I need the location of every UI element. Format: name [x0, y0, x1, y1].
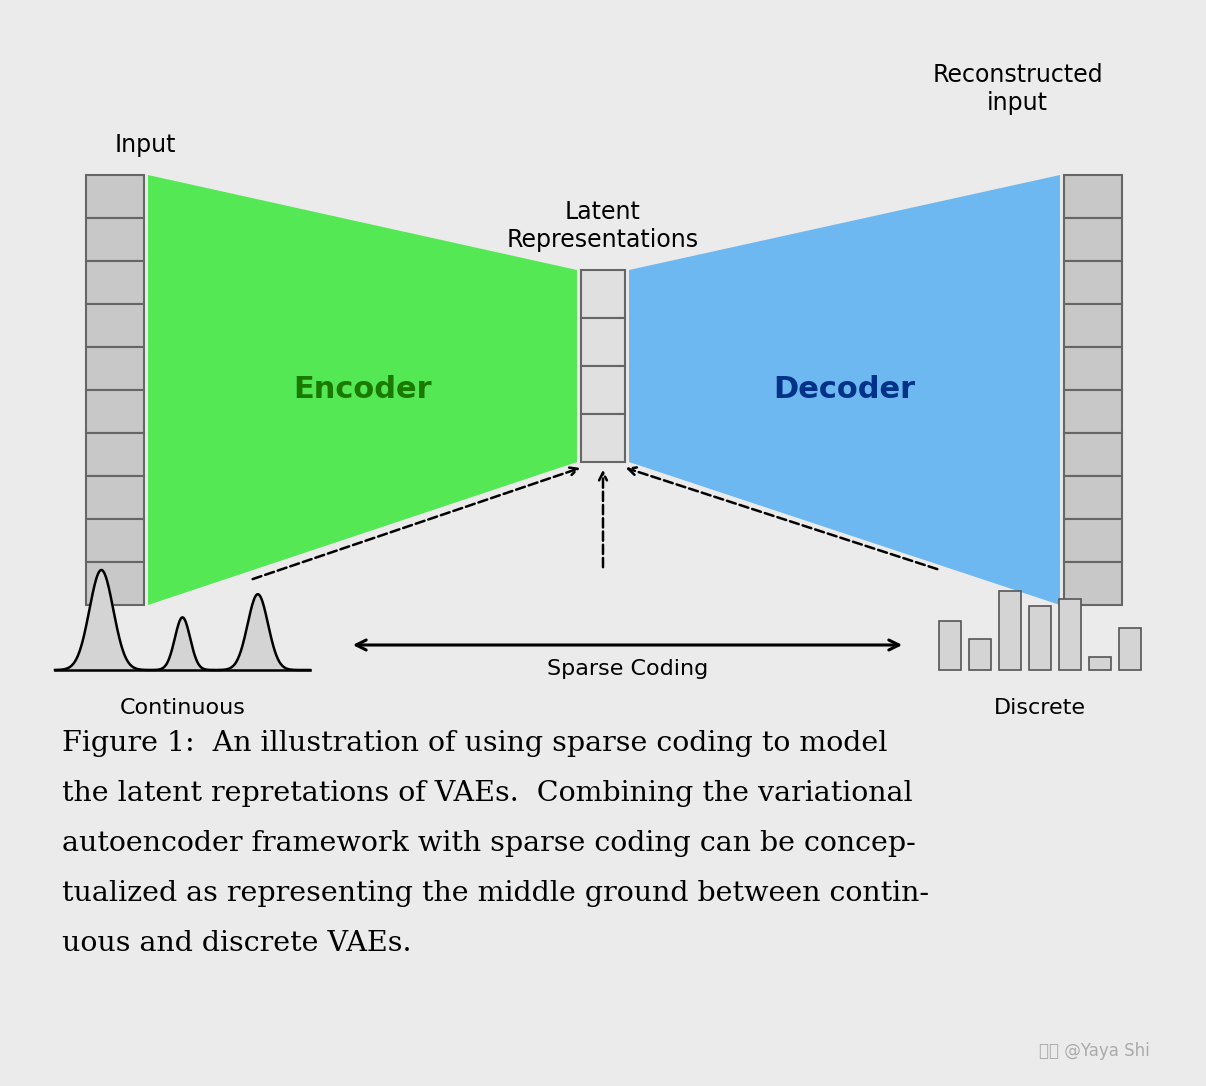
- Bar: [86, 348, 144, 390]
- Text: Continuous: Continuous: [119, 698, 246, 718]
- Bar: [86, 304, 144, 348]
- Text: Input: Input: [115, 132, 176, 157]
- Bar: [86, 175, 144, 218]
- Bar: [581, 270, 625, 318]
- Bar: [1064, 218, 1122, 261]
- Text: uous and discrete VAEs.: uous and discrete VAEs.: [62, 930, 411, 957]
- Bar: [86, 476, 144, 519]
- Text: Encoder: Encoder: [293, 376, 432, 404]
- Bar: [1064, 175, 1122, 218]
- Text: Decoder: Decoder: [773, 376, 915, 404]
- Bar: [1064, 390, 1122, 433]
- Bar: [1089, 657, 1111, 670]
- Bar: [1029, 606, 1052, 670]
- Bar: [1064, 476, 1122, 519]
- Bar: [581, 318, 625, 366]
- Bar: [86, 519, 144, 561]
- Bar: [86, 433, 144, 476]
- Text: Latent
Representations: Latent Representations: [507, 200, 699, 252]
- Bar: [999, 591, 1021, 670]
- Text: the latent repretations of VAEs.  Combining the variational: the latent repretations of VAEs. Combini…: [62, 780, 913, 807]
- Text: tualized as representing the middle ground between contin-: tualized as representing the middle grou…: [62, 880, 929, 907]
- Bar: [1064, 304, 1122, 348]
- Bar: [1064, 348, 1122, 390]
- Bar: [1064, 519, 1122, 561]
- Bar: [968, 640, 991, 670]
- Bar: [86, 390, 144, 433]
- Text: Reconstructed
input: Reconstructed input: [932, 63, 1103, 115]
- Bar: [1059, 598, 1082, 670]
- Text: 知乎 @Yaya Shi: 知乎 @Yaya Shi: [1040, 1041, 1151, 1060]
- Bar: [86, 561, 144, 605]
- Polygon shape: [630, 175, 1060, 605]
- Bar: [1064, 261, 1122, 304]
- Bar: [1119, 628, 1141, 670]
- Text: Discrete: Discrete: [994, 698, 1085, 718]
- Bar: [1064, 433, 1122, 476]
- Bar: [86, 218, 144, 261]
- Bar: [581, 366, 625, 414]
- Bar: [581, 414, 625, 462]
- Bar: [938, 620, 961, 670]
- Bar: [86, 261, 144, 304]
- Bar: [1064, 561, 1122, 605]
- Text: Figure 1:  An illustration of using sparse coding to model: Figure 1: An illustration of using spars…: [62, 730, 888, 757]
- Text: autoencoder framework with sparse coding can be concep-: autoencoder framework with sparse coding…: [62, 830, 915, 857]
- Polygon shape: [148, 175, 576, 605]
- Text: Sparse Coding: Sparse Coding: [546, 659, 708, 679]
